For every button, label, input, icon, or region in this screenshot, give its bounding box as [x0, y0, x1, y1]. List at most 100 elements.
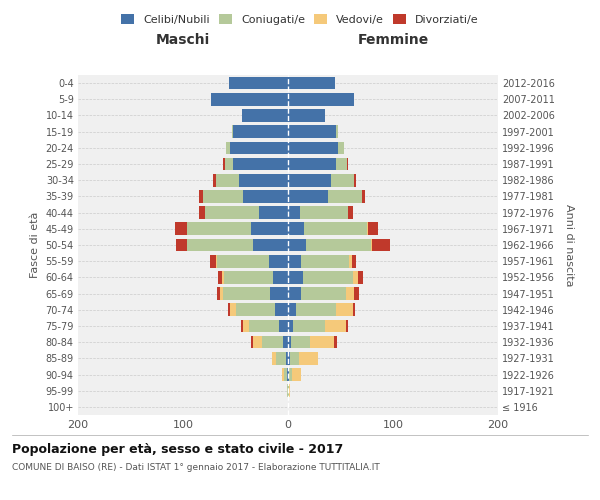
Bar	[288, 93, 354, 106]
Bar	[288, 158, 337, 170]
Bar	[337, 304, 353, 316]
Bar	[288, 304, 296, 316]
Bar	[210, 255, 215, 268]
Bar	[334, 336, 337, 348]
Bar	[304, 222, 367, 235]
Bar	[288, 109, 325, 122]
Bar	[230, 142, 288, 154]
Bar	[354, 174, 356, 186]
Bar	[243, 190, 288, 202]
Bar	[288, 190, 328, 202]
Bar	[220, 288, 223, 300]
Bar	[199, 206, 205, 219]
Bar	[242, 109, 288, 122]
Bar	[259, 206, 288, 219]
Bar	[269, 255, 288, 268]
Bar	[337, 126, 338, 138]
Bar	[224, 271, 274, 283]
Bar	[358, 271, 362, 283]
Bar	[205, 206, 259, 219]
Bar	[288, 320, 293, 332]
Bar	[353, 271, 358, 283]
Bar	[278, 320, 288, 332]
Bar	[346, 320, 348, 332]
Bar	[291, 336, 310, 348]
Bar	[232, 126, 233, 138]
Bar	[215, 255, 217, 268]
Bar	[288, 271, 303, 283]
Bar	[293, 320, 325, 332]
Bar	[233, 126, 288, 138]
Bar	[225, 158, 233, 170]
Bar	[215, 174, 239, 186]
Bar	[222, 271, 224, 283]
Bar	[176, 238, 187, 252]
Bar	[211, 93, 288, 106]
Bar	[289, 384, 290, 397]
Bar	[289, 368, 292, 381]
Bar	[288, 206, 299, 219]
Bar	[368, 222, 379, 235]
Bar	[249, 320, 278, 332]
Y-axis label: Anni di nascita: Anni di nascita	[565, 204, 574, 286]
Bar	[218, 271, 222, 283]
Bar	[282, 368, 284, 381]
Bar	[354, 288, 359, 300]
Bar	[187, 222, 251, 235]
Bar	[338, 142, 344, 154]
Bar	[288, 336, 291, 348]
Bar	[288, 384, 289, 397]
Bar	[287, 368, 288, 381]
Bar	[353, 304, 355, 316]
Bar	[217, 255, 269, 268]
Bar	[352, 255, 356, 268]
Bar	[235, 304, 275, 316]
Bar	[288, 126, 337, 138]
Bar	[361, 190, 365, 202]
Text: Femmine: Femmine	[358, 34, 428, 48]
Bar	[203, 190, 243, 202]
Bar	[187, 238, 253, 252]
Bar	[331, 174, 354, 186]
Bar	[292, 368, 301, 381]
Bar	[288, 368, 289, 381]
Bar	[287, 384, 288, 397]
Bar	[274, 271, 288, 283]
Bar	[288, 77, 335, 90]
Bar	[229, 77, 288, 90]
Bar	[239, 174, 288, 186]
Bar	[303, 271, 353, 283]
Bar	[286, 352, 288, 364]
Bar	[226, 142, 230, 154]
Bar	[325, 320, 346, 332]
Bar	[241, 320, 243, 332]
Bar	[270, 288, 288, 300]
Bar	[214, 174, 215, 186]
Bar	[306, 238, 371, 252]
Bar	[328, 190, 362, 202]
Bar	[251, 336, 253, 348]
Bar	[288, 288, 301, 300]
Bar	[262, 336, 283, 348]
Bar	[253, 238, 288, 252]
Bar	[230, 304, 235, 316]
Bar	[199, 190, 203, 202]
Bar	[275, 304, 288, 316]
Text: Maschi: Maschi	[156, 34, 210, 48]
Bar	[347, 158, 348, 170]
Bar	[301, 255, 349, 268]
Bar	[288, 255, 301, 268]
Bar	[299, 352, 319, 364]
Bar	[233, 158, 288, 170]
Bar	[223, 158, 225, 170]
Bar	[288, 142, 338, 154]
Bar	[288, 174, 331, 186]
Bar	[284, 368, 287, 381]
Bar	[243, 320, 249, 332]
Bar	[251, 222, 288, 235]
Bar	[217, 288, 220, 300]
Bar	[283, 336, 288, 348]
Bar	[223, 288, 270, 300]
Y-axis label: Fasce di età: Fasce di età	[30, 212, 40, 278]
Bar	[228, 304, 230, 316]
